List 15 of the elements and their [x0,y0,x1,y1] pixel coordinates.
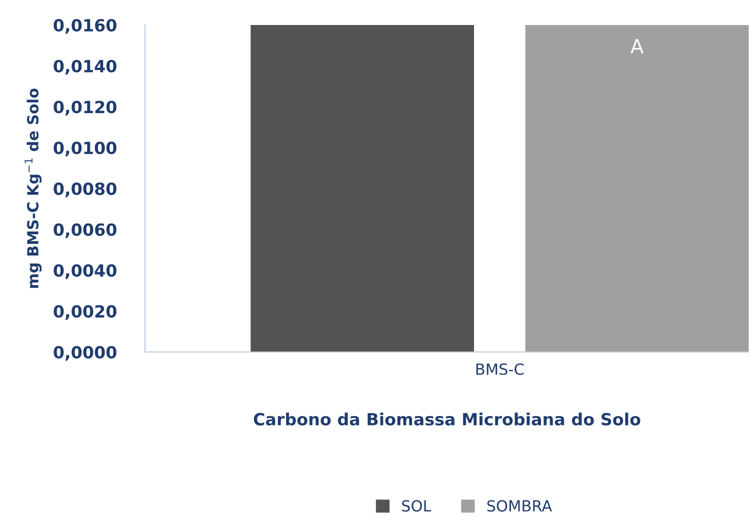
x-axis-title: Carbono da Biomassa Microbiana do Solo [254,412,640,426]
y-tick-label: 0,0060 [54,223,116,238]
y-tick-label: 0,0080 [54,182,116,198]
y-tick-label: 0,0020 [54,305,116,320]
y-tick-label: 0,0040 [54,264,116,279]
y-tick-label: 0,0000 [54,346,116,361]
y-axis-title: mg BMS-C Kg$^{−1}$ de Solo [24,88,42,288]
y-tick-label: 0,0140 [54,60,116,75]
y-tick-label: 0,0120 [54,100,116,116]
y-tick-label: 0,0100 [54,142,116,156]
legend-label: SOMBRA [487,500,552,512]
legend-label: SOL [402,500,432,512]
y-tick-label: 0,0160 [54,18,116,34]
x-tick-label: BMS-C [476,363,524,375]
annotation: A [630,39,644,54]
